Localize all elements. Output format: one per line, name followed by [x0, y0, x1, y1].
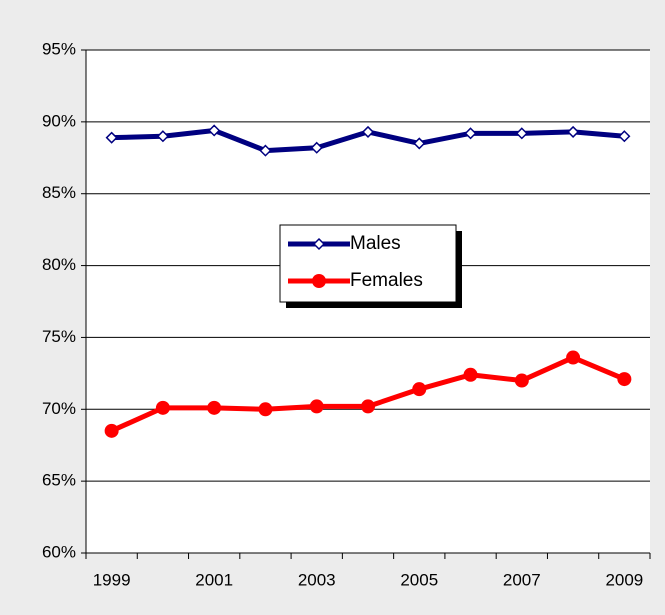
- data-point: [361, 125, 375, 138]
- data-point: [413, 137, 426, 150]
- y-tick-label: 70%: [42, 399, 76, 418]
- data-point: [566, 350, 581, 365]
- data-point: [207, 400, 222, 415]
- x-tick-label: 2005: [400, 570, 438, 589]
- data-point: [312, 237, 326, 251]
- x-tick-label: 2007: [503, 570, 541, 589]
- data-point: [412, 382, 427, 397]
- data-point: [155, 400, 170, 415]
- legend-label: Females: [350, 270, 423, 291]
- y-tick-label: 75%: [42, 327, 76, 346]
- data-point: [104, 423, 119, 438]
- data-point: [309, 399, 324, 414]
- data-point: [514, 373, 529, 388]
- y-tick-label: 85%: [42, 183, 76, 202]
- data-point: [312, 274, 326, 288]
- data-point: [464, 127, 477, 140]
- x-tick-label: 2003: [298, 570, 336, 589]
- legend-label: Males: [350, 233, 401, 254]
- data-point: [361, 399, 375, 414]
- x-tick-label: 2001: [195, 570, 233, 589]
- data-point: [208, 124, 221, 137]
- y-tick-label: 60%: [42, 542, 76, 561]
- data-point: [618, 130, 631, 143]
- x-tick-label: 2009: [605, 570, 643, 589]
- data-point: [463, 367, 478, 382]
- data-point: [156, 130, 169, 143]
- data-point: [258, 402, 273, 417]
- data-point: [515, 127, 528, 140]
- y-tick-label: 65%: [42, 471, 76, 490]
- data-point: [105, 131, 118, 144]
- data-point: [567, 125, 580, 138]
- data-point: [259, 144, 272, 157]
- data-point: [310, 141, 323, 154]
- y-tick-label: 80%: [42, 255, 76, 274]
- x-tick-label: 1999: [93, 570, 131, 589]
- legend: [279, 224, 457, 303]
- y-tick-label: 95%: [42, 39, 76, 58]
- y-tick-label: 90%: [42, 111, 76, 130]
- data-point: [617, 372, 632, 387]
